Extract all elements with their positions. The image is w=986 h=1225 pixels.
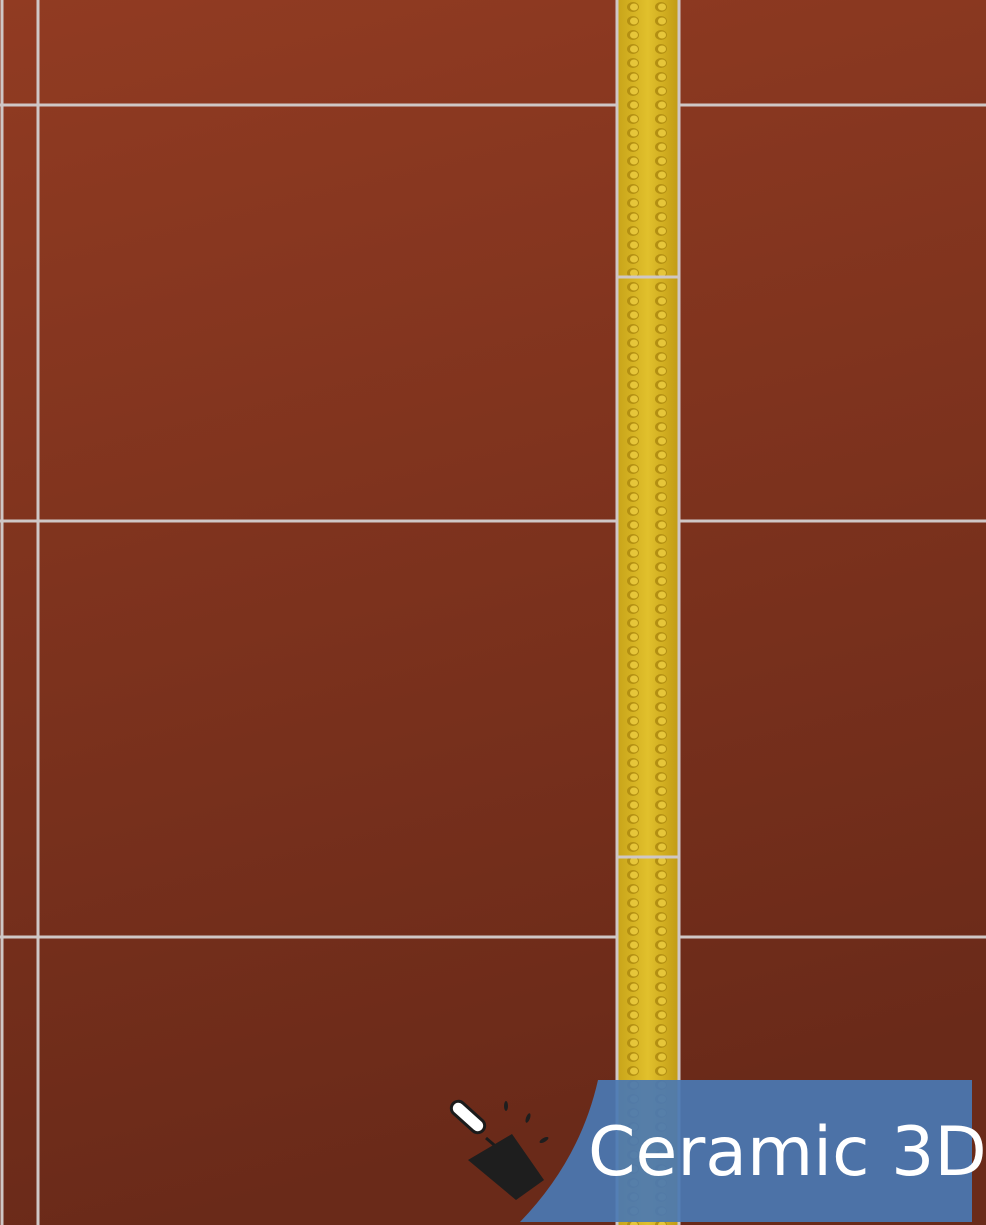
logo-banner: [520, 1080, 972, 1222]
logo-text: Ceramic 3D: [588, 1113, 986, 1192]
trowel-icon: [449, 1099, 549, 1200]
strip: [618, 0, 678, 1225]
